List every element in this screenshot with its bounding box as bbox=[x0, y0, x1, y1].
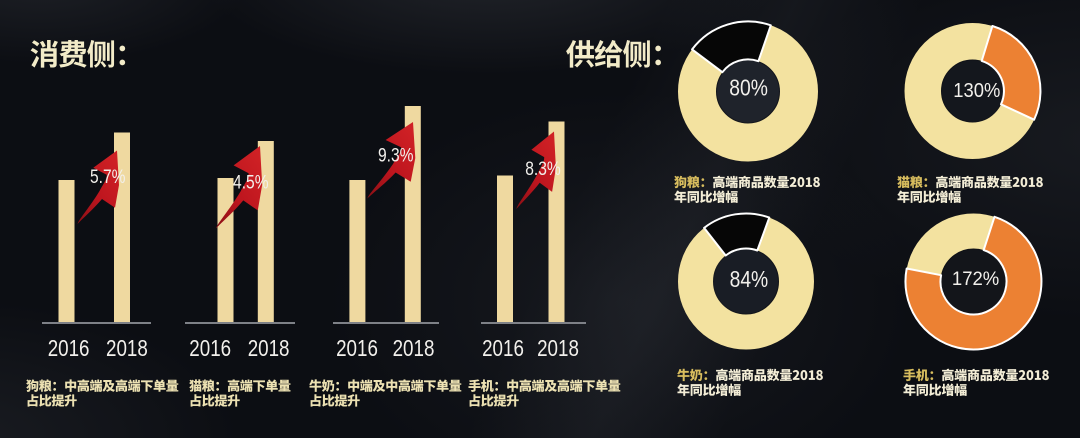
svg-text:172%: 172% bbox=[952, 268, 999, 290]
svg-text:8.3%: 8.3% bbox=[525, 158, 560, 180]
svg-text:84%: 84% bbox=[730, 268, 769, 293]
svg-text:2016: 2016 bbox=[189, 335, 231, 362]
svg-text:9.3%: 9.3% bbox=[378, 144, 413, 166]
svg-text:2018: 2018 bbox=[106, 335, 148, 362]
svg-text:2018: 2018 bbox=[537, 335, 579, 362]
svg-text:2018: 2018 bbox=[393, 335, 435, 362]
svg-text:5.7%: 5.7% bbox=[90, 165, 125, 187]
svg-text:2016: 2016 bbox=[482, 335, 524, 362]
svg-text:80%: 80% bbox=[729, 76, 768, 101]
svg-text:130%: 130% bbox=[953, 80, 1000, 102]
svg-text:2016: 2016 bbox=[336, 335, 378, 362]
svg-text:2018: 2018 bbox=[248, 335, 290, 362]
svg-text:2016: 2016 bbox=[48, 335, 90, 362]
svg-text:4.5%: 4.5% bbox=[233, 171, 268, 193]
